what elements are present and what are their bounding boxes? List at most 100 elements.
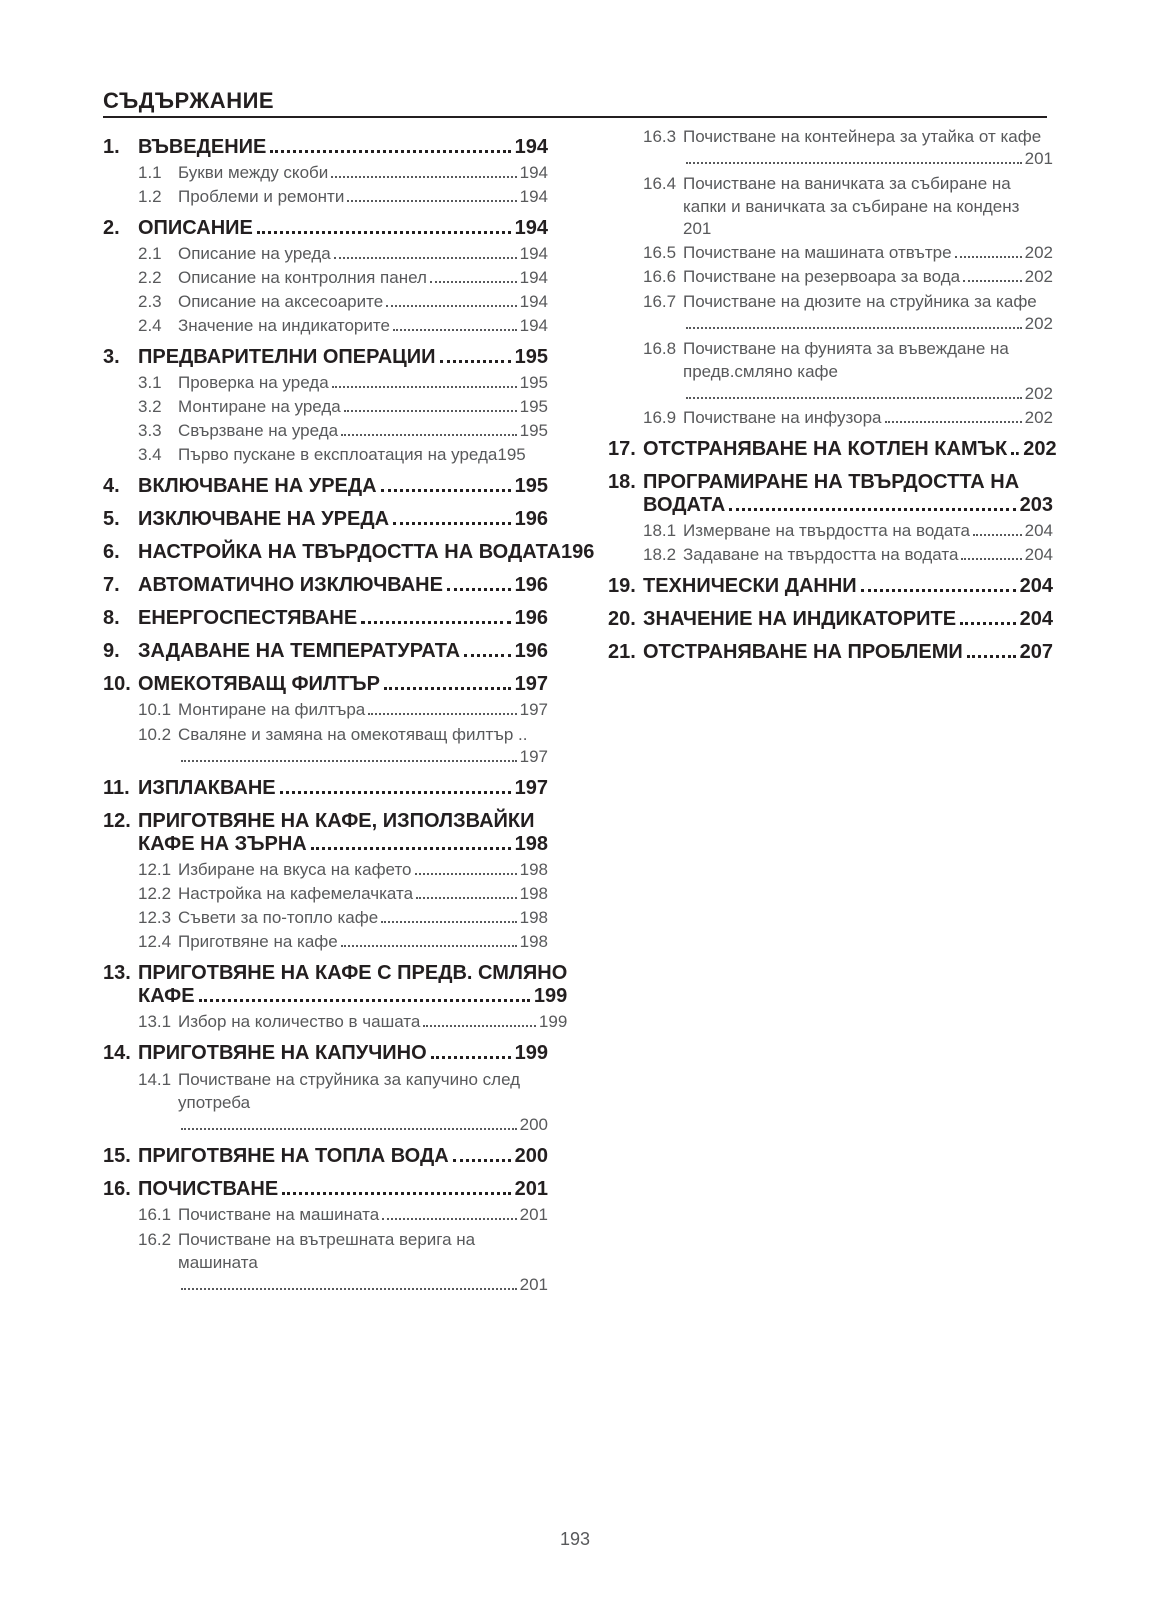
sub-text: Описание на аксесоарите	[178, 292, 383, 312]
section-title: ПОЧИСТВАНЕ201	[138, 1178, 548, 1201]
sub-page: 197	[520, 747, 548, 767]
section-number: 7.	[103, 574, 138, 597]
section-page: 197	[515, 673, 548, 696]
toc-section: 5.ИЗКЛЮЧВАНЕ НА УРЕДА196	[103, 508, 548, 531]
section-number: 18.	[608, 471, 643, 494]
sub-page: 194	[520, 268, 548, 288]
section-number: 12.	[103, 810, 138, 833]
section-title: ЗНАЧЕНИЕ НА ИНДИКАТОРИТЕ204	[643, 608, 1053, 631]
toc-subentry: 3.4Първо пускане в експлоатация на уреда…	[138, 445, 548, 465]
sub-body: Почистване на машината отвътре202	[683, 243, 1053, 263]
leader-dots	[423, 1025, 536, 1027]
toc-subentry: 12.4Приготвяне на кафе198	[138, 932, 548, 952]
leader-dots	[973, 534, 1022, 536]
sub-number: 13.1	[138, 1012, 178, 1032]
sub-page: 202	[1025, 408, 1053, 428]
section-number: 3.	[103, 346, 138, 369]
section-number: 15.	[103, 1145, 138, 1168]
section-number: 17.	[608, 438, 643, 461]
toc-section: 21.ОТСТРАНЯВАНЕ НА ПРОБЛЕМИ207	[608, 641, 1053, 664]
sub-page: 195	[520, 373, 548, 393]
sub-page: 202	[1025, 314, 1053, 334]
sub-text: Почистване на инфузора	[683, 408, 882, 428]
section-continuation: 16.3Почистване на контейнера за утайка о…	[608, 126, 1053, 428]
section-number: 20.	[608, 608, 643, 631]
toc-subentry: 2.1Описание на уреда194	[138, 244, 548, 264]
sub-page: 204	[1025, 545, 1053, 565]
leader-dots	[967, 655, 1016, 658]
sub-text: Приготвяне на кафе	[178, 932, 338, 952]
toc-section: 6.НАСТРОЙКА НА ТВЪРДОСТТА НА ВОДАТА196	[103, 541, 548, 564]
toc-subentry: 3.3Свързване на уреда195	[138, 421, 548, 441]
section-page: 204	[1020, 575, 1053, 598]
section-title: ОМЕКОТЯВАЩ ФИЛТЪР197	[138, 673, 548, 696]
sub-page: 194	[520, 244, 548, 264]
sub-number: 16.3	[643, 127, 683, 147]
leader-dots	[393, 329, 517, 331]
section-page: 203	[1020, 494, 1053, 517]
toc-section: 18.ПРОГРАМИРАНЕ НА ТВЪРДОСТТА НАВОДАТА20…	[608, 471, 1053, 565]
section-body: ОПИСАНИЕ1942.1Описание на уреда1942.2Опи…	[138, 217, 548, 336]
section-number: 8.	[103, 607, 138, 630]
sub-text: Почистване на машината	[178, 1205, 379, 1225]
toc-subentry: 2.3Описание на аксесоарите194	[138, 292, 548, 312]
sub-number: 14.1	[138, 1070, 178, 1090]
sub-page: 195	[520, 421, 548, 441]
section-number: 19.	[608, 575, 643, 598]
section-page: 196	[561, 541, 594, 564]
section-title: ИЗКЛЮЧВАНЕ НА УРЕДА196	[138, 508, 548, 531]
sub-text: Избор на количество в чашата	[178, 1012, 420, 1032]
sub-text: Избиране на вкуса на кафето	[178, 860, 412, 880]
leader-dots	[440, 360, 511, 363]
sub-text: Монтиране на уреда	[178, 397, 341, 417]
section-body: НАСТРОЙКА НА ТВЪРДОСТТА НА ВОДАТА196	[138, 541, 594, 564]
section-number: 21.	[608, 641, 643, 664]
sub-text: Почистване на дюзите на струйника за каф…	[683, 291, 1037, 314]
sub-page: 198	[520, 908, 548, 928]
sub-number: 10.1	[138, 700, 178, 720]
leader-dots	[368, 713, 516, 715]
sub-number: 3.1	[138, 373, 178, 393]
section-page: 196	[515, 607, 548, 630]
leader-dots	[341, 434, 517, 436]
section-title: ПРИГОТВЯНЕ НА ТОПЛА ВОДА200	[138, 1145, 548, 1168]
section-body: ПРИГОТВЯНЕ НА ТОПЛА ВОДА200	[138, 1145, 548, 1168]
leader-dots	[344, 410, 517, 412]
leader-dots	[334, 257, 517, 259]
sub-body: Букви между скоби194	[178, 163, 548, 183]
section-title: КАФЕ199	[138, 985, 567, 1008]
leader-dots	[199, 999, 530, 1002]
sub-text: Почистване на резервоара за вода	[683, 267, 960, 287]
sub-number: 12.1	[138, 860, 178, 880]
sub-body: Приготвяне на кафе198	[178, 932, 548, 952]
sub-text: Описание на уреда	[178, 244, 331, 264]
leader-dots	[464, 654, 510, 657]
sub-body: Проблеми и ремонти194	[178, 187, 548, 207]
section-body: ЗАДАВАНЕ НА ТЕМПЕРАТУРАТА196	[138, 640, 548, 663]
sub-text: Настройка на кафемелачката	[178, 884, 413, 904]
section-number: 2.	[103, 217, 138, 240]
toc-section: 1.ВЪВЕДЕНИЕ1941.1Букви между скоби1941.2…	[103, 136, 548, 207]
section-body: ВКЛЮЧВАНЕ НА УРЕДА195	[138, 475, 548, 498]
sub-text: Свързване на уреда	[178, 421, 338, 441]
section-number: 4.	[103, 475, 138, 498]
toc-subentry: 1.1Букви между скоби194	[138, 163, 548, 183]
section-body: ПРЕДВАРИТЕЛНИ ОПЕРАЦИИ1953.1Проверка на …	[138, 346, 548, 465]
sub-number: 16.9	[643, 408, 683, 428]
leader-dots	[341, 945, 517, 947]
sub-body: Задаване на твърдостта на водата 204	[683, 545, 1053, 565]
leader-dots	[416, 897, 517, 899]
sub-body: Почистване на резервоара за вода202	[683, 267, 1053, 287]
section-title: ВОДАТА203	[643, 494, 1053, 517]
sub-page: 198	[520, 860, 548, 880]
leader-dots	[729, 508, 1015, 511]
sub-body: Избиране на вкуса на кафето 198	[178, 860, 548, 880]
sub-body: Монтиране на филтъра197	[178, 700, 548, 720]
toc-subentry: 16.4Почистване на ваничката за събиране …	[643, 173, 1053, 239]
sub-page: 202	[1025, 243, 1053, 263]
section-number: 6.	[103, 541, 138, 564]
toc-subentry: 1.2Проблеми и ремонти194	[138, 187, 548, 207]
sub-text: Задаване на твърдостта на водата	[683, 545, 958, 565]
leader-dots	[430, 281, 517, 283]
sub-text: Първо пускане в експлоатация на уреда	[178, 445, 497, 465]
